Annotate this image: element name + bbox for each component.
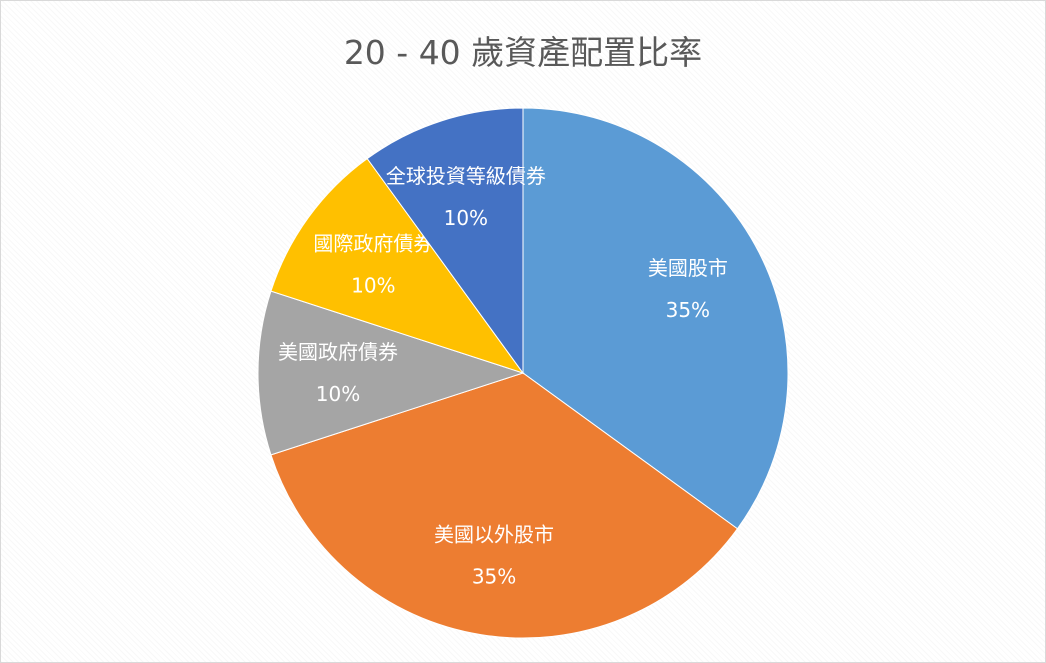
slice-category-label-3: 美國政府債券 [278,340,398,364]
slice-value-label-3: 10% [316,382,360,406]
slice-value-label-2: 35% [472,565,516,589]
slice-value-label-1: 35% [666,298,710,322]
slice-category-label-2: 美國以外股市 [434,523,554,547]
pie-slice-2 [270,372,739,639]
slice-category-label-1: 美國股市 [648,256,728,280]
slice-category-label-4: 國際政府債券 [313,231,433,255]
slice-value-label-4: 10% [351,273,395,297]
pie-slice-1 [522,107,789,530]
slice-value-label-5: 10% [444,206,488,230]
pie-slice-4 [270,157,525,374]
pie-slice-3 [257,290,525,456]
pie-slice-5 [366,107,524,375]
slice-category-label-5: 全球投資等級債券 [386,164,546,188]
chart-title: 20 - 40 歲資產配置比率 [343,33,703,72]
